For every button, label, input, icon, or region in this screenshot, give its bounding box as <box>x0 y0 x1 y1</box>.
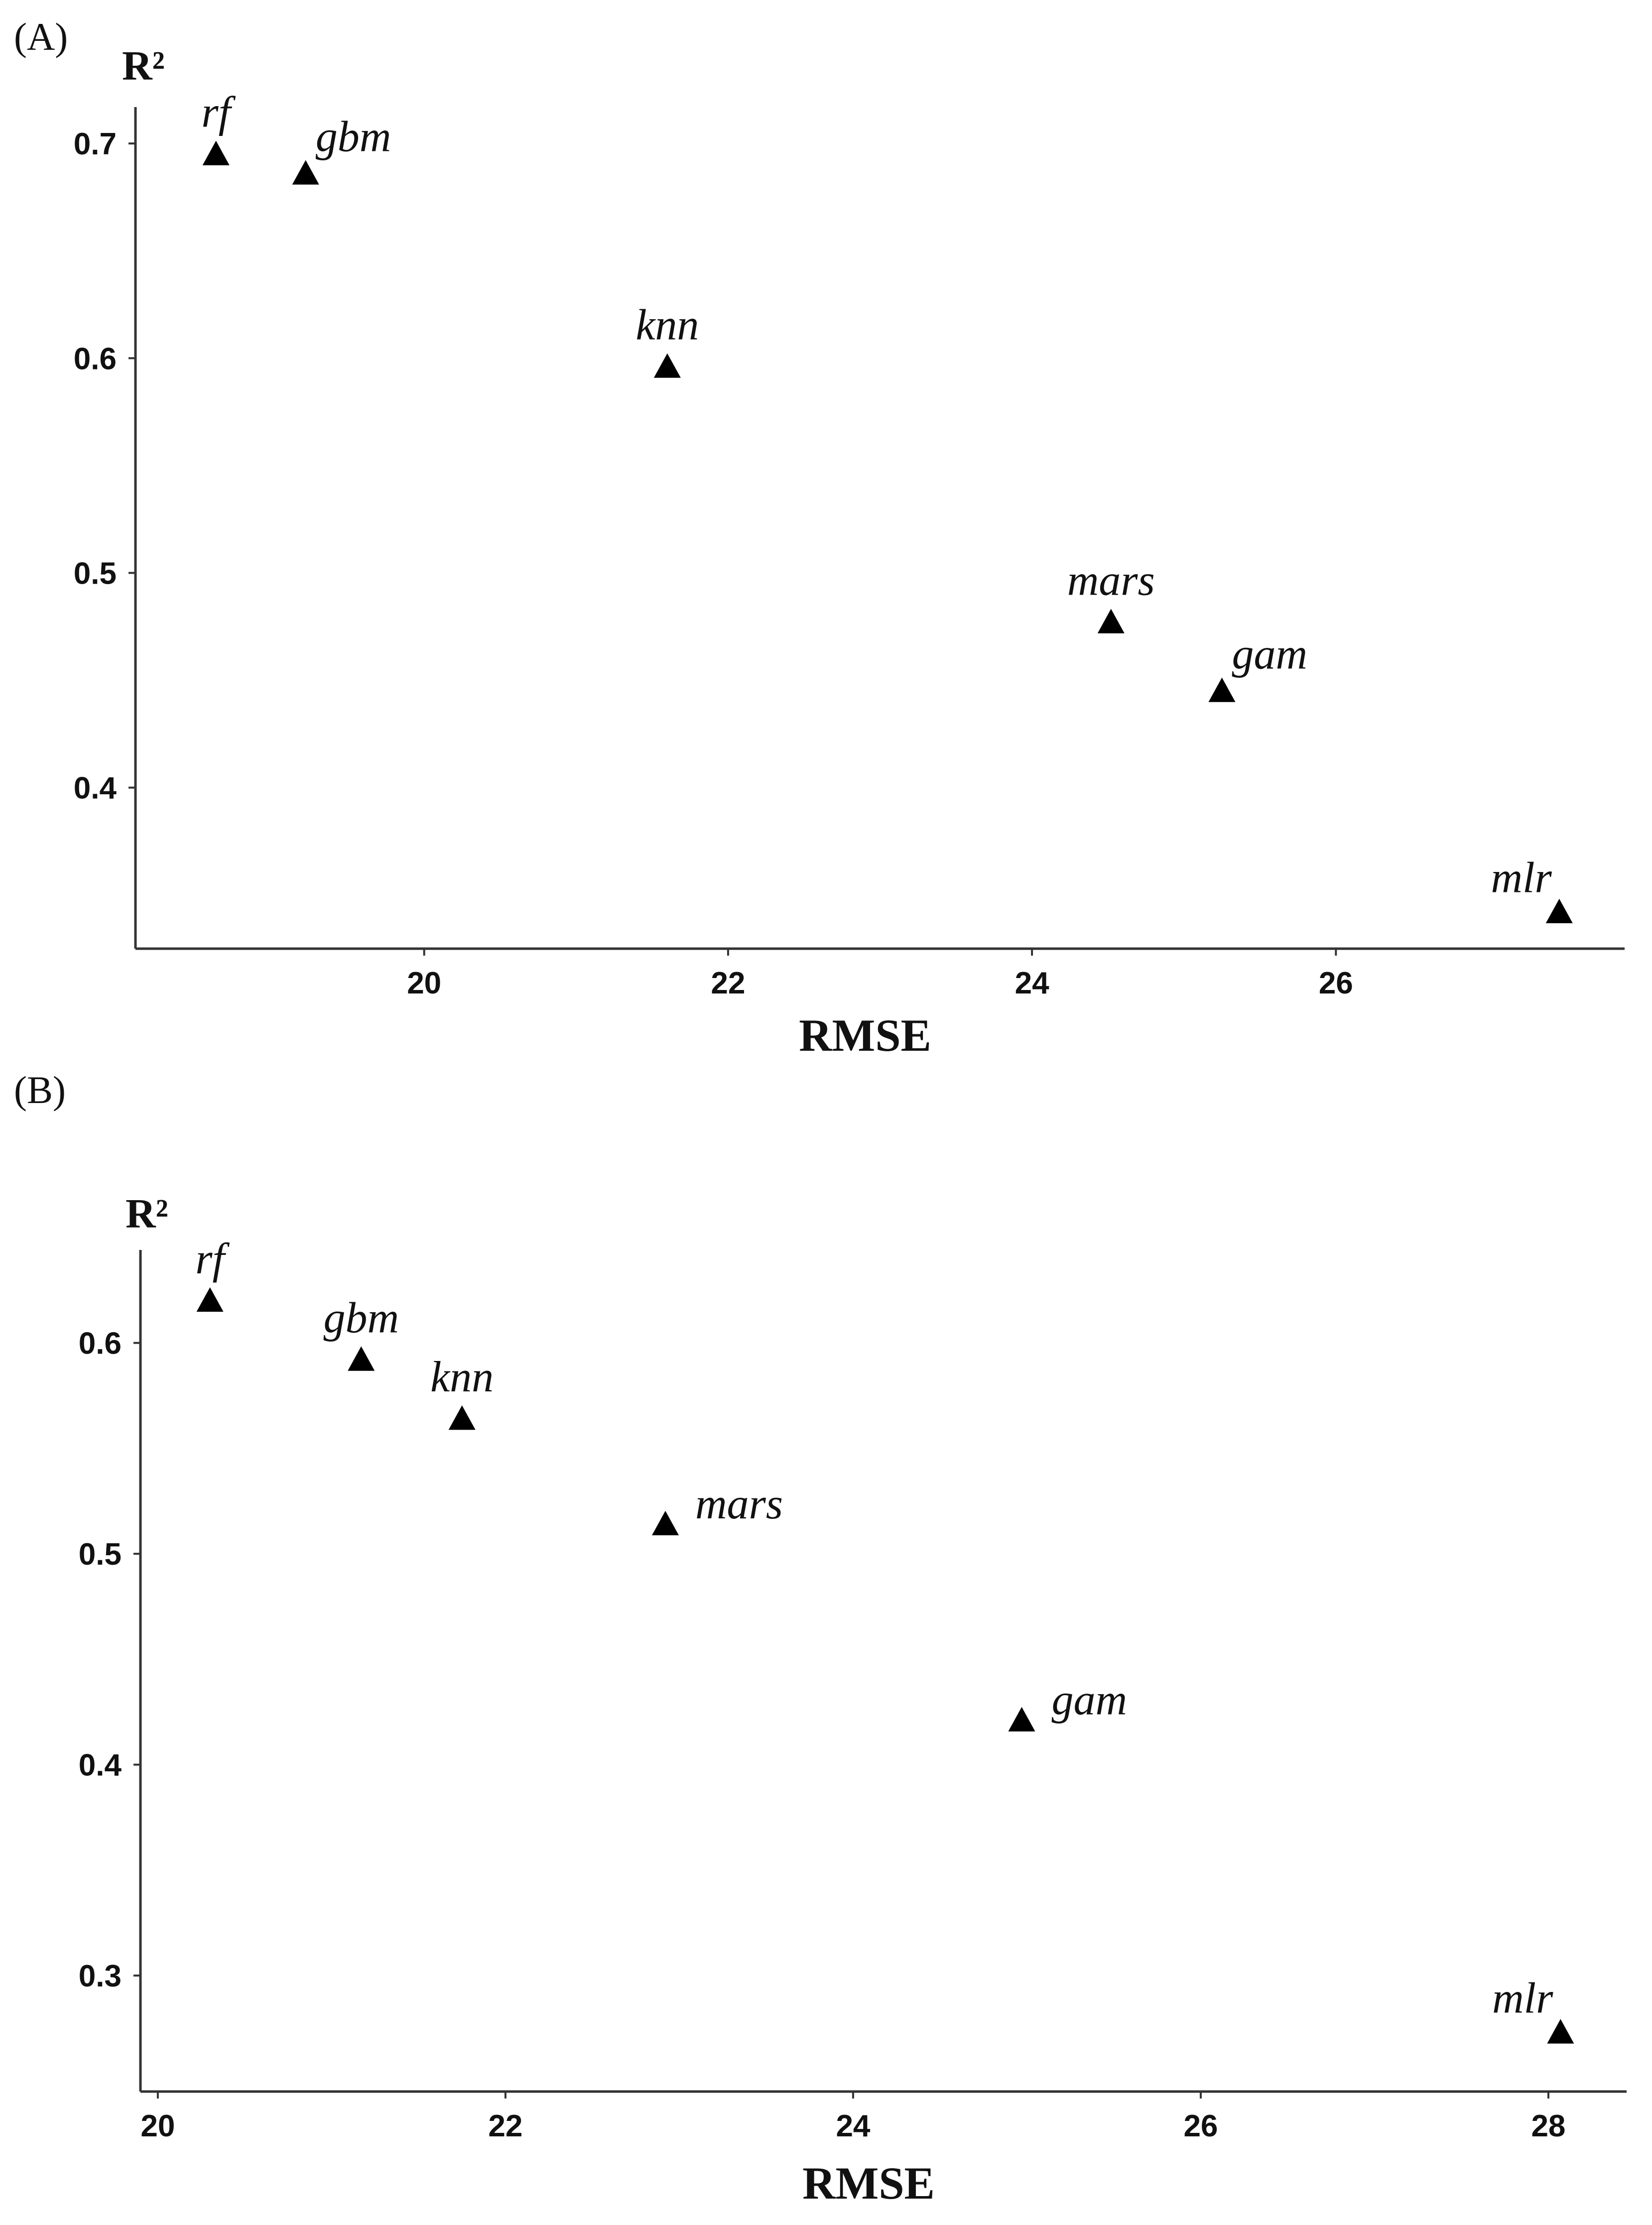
y-tick-label: 0.4 <box>74 771 117 806</box>
point-label-gbm: gbm <box>316 113 391 161</box>
panel-label: (B) <box>14 1068 66 1112</box>
chart-panel-a: (A) 0.4 0.5 0.6 0.7 20 22 24 26 R² RMSE rf gbm knn mar… <box>14 15 1625 1061</box>
x-tick-label: 26 <box>1183 2109 1218 2143</box>
point-marker-mlr <box>1545 898 1573 923</box>
y-tick-label: 0.6 <box>79 1327 122 1361</box>
point-label-gam: gam <box>1232 630 1307 679</box>
point-marker-gbm <box>348 1346 375 1371</box>
y-tick-label: 0.5 <box>79 1537 122 1572</box>
point-label-mars: mars <box>1067 557 1155 605</box>
y-axis-label: R² <box>122 43 165 89</box>
point-label-mlr: mlr <box>1491 854 1552 902</box>
point-label-rf: rf <box>195 1235 230 1283</box>
point-label-knn: knn <box>430 1353 494 1401</box>
y-tick-label: 0.5 <box>74 556 117 591</box>
point-label-gbm: gbm <box>323 1294 399 1343</box>
point-marker-gam <box>1008 1707 1035 1731</box>
point-marker-mlr <box>1547 2019 1574 2044</box>
point-marker-rf <box>196 1287 224 1312</box>
x-tick-label: 20 <box>407 966 441 1000</box>
y-axis-label: R² <box>126 1191 168 1237</box>
x-tick-label: 28 <box>1531 2109 1565 2143</box>
point-marker-rf <box>202 140 230 165</box>
point-marker-mars <box>1097 609 1125 633</box>
x-axis-label: RMSE <box>799 1010 931 1061</box>
point-marker-knn <box>653 353 681 378</box>
x-tick-label: 20 <box>140 2109 175 2143</box>
x-tick-label: 24 <box>1015 966 1049 1000</box>
point-label-rf: rf <box>201 89 236 137</box>
y-tick-label: 0.7 <box>74 127 117 161</box>
point-marker-mars <box>651 1510 679 1536</box>
x-tick-label: 22 <box>488 2109 522 2143</box>
point-label-gam: gam <box>1051 1676 1127 1725</box>
y-tick-label: 0.6 <box>74 342 117 376</box>
point-marker-gbm <box>292 160 319 185</box>
point-label-mlr: mlr <box>1492 1974 1553 2022</box>
panel-label: (A) <box>14 15 68 58</box>
point-label-knn: knn <box>635 301 699 350</box>
x-axis-label: RMSE <box>802 2158 935 2209</box>
x-tick-label: 24 <box>836 2109 870 2143</box>
point-label-mars: mars <box>695 1480 783 1528</box>
x-tick-label: 26 <box>1319 966 1353 1000</box>
y-tick-label: 0.4 <box>79 1748 122 1783</box>
point-marker-gam <box>1208 677 1236 702</box>
x-tick-label: 22 <box>711 966 745 1000</box>
y-tick-label: 0.3 <box>79 1959 122 1993</box>
point-marker-knn <box>448 1405 476 1430</box>
